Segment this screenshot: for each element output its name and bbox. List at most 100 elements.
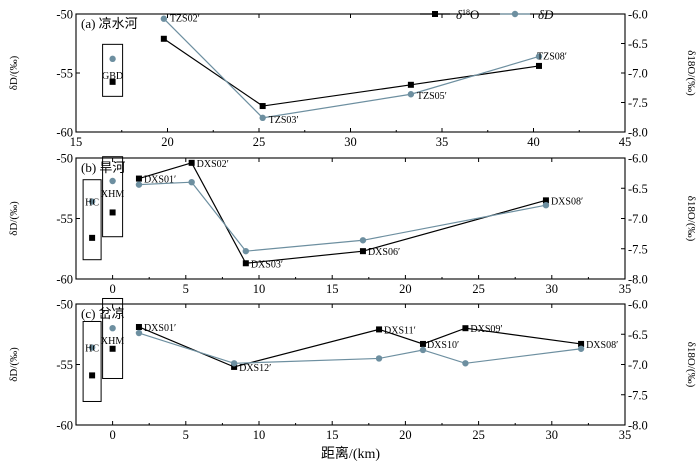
y-right-tick-label: -8.0 — [628, 419, 648, 433]
dd-point — [542, 201, 550, 209]
y-right-tick-label: -6.5 — [628, 328, 648, 342]
legend-o18-marker — [432, 11, 438, 17]
series-line-o18 — [163, 38, 540, 107]
y-right-axis-label: δ18O/(‰) — [685, 196, 697, 242]
x-tick-label: 35 — [619, 428, 632, 442]
dd-point — [407, 91, 415, 98]
isolated-o18-point — [89, 372, 96, 379]
point-label: DXS02′ — [197, 159, 229, 170]
y-left-axis-label: δD/(‰) — [8, 55, 20, 90]
y-left-tick-label: -50 — [56, 8, 73, 22]
x-tick-label: 10 — [253, 428, 266, 442]
o18-point — [376, 326, 383, 333]
series-line-dd — [163, 18, 540, 119]
y-left-tick-label: -60 — [56, 273, 73, 287]
o18-point — [259, 103, 266, 110]
isolated-dd-point — [109, 177, 116, 185]
x-tick-label: 30 — [546, 428, 559, 442]
chart-panel-1: 15 20 25 30 35 40 45 -60 -55 -50 -8.0 -7.5 -7.0 -6.5 -… — [8, 7, 697, 149]
y-left-tick-label: -60 — [56, 126, 73, 140]
y-left-tick-label: -50 — [56, 298, 73, 312]
x-tick-label: 35 — [619, 282, 632, 296]
point-label: TZS08′ — [537, 51, 567, 62]
series-line-dd — [138, 332, 582, 364]
isolated-o18-point — [109, 209, 116, 216]
y-left-axis-label: δD/(‰) — [8, 347, 20, 382]
x-tick-label: 40 — [527, 135, 540, 149]
o18-point — [578, 340, 585, 347]
isolated-sample-label: XHM — [101, 336, 124, 347]
x-tick-label: 25 — [253, 135, 266, 149]
point-label: DXS08′ — [551, 196, 583, 207]
legend-o18-label: δ18O — [456, 7, 479, 22]
point-label: DXS01′ — [144, 175, 176, 186]
x-tick-label: 20 — [399, 428, 412, 442]
y-left-tick-label: -55 — [56, 67, 73, 81]
x-tick-label: 5 — [183, 428, 189, 442]
y-left-axis-label: δD/(‰) — [8, 201, 20, 236]
x-tick-label: 25 — [472, 282, 485, 296]
point-label: TZS03′ — [269, 115, 299, 126]
x-tick-label: 20 — [161, 135, 174, 149]
y-right-tick-label: -8.0 — [628, 273, 648, 287]
y-left-tick-label: -60 — [56, 419, 73, 433]
panel-title: (b) 旱河 — [81, 160, 125, 175]
y-right-axis-label: δ18O/(‰) — [685, 50, 697, 96]
y-left-tick-label: -55 — [56, 358, 73, 372]
dd-point — [259, 114, 266, 122]
y-right-tick-label: -6.0 — [628, 298, 648, 312]
x-tick-label: 35 — [436, 135, 449, 149]
point-label: DXS08′ — [586, 340, 618, 351]
y-right-tick-label: -8.0 — [628, 126, 648, 140]
point-label: DXS10′ — [427, 340, 459, 351]
x-tick-label: 10 — [253, 282, 266, 296]
isolated-sample-box — [82, 320, 102, 402]
o18-point — [407, 81, 414, 88]
y-right-tick-label: -7.0 — [628, 212, 648, 226]
x-tick-label: 5 — [183, 282, 189, 296]
y-right-tick-label: -7.0 — [628, 358, 648, 372]
isolated-sample-box — [102, 297, 124, 379]
dd-point — [160, 15, 168, 22]
isolated-o18-point — [109, 78, 116, 85]
dd-point — [242, 247, 250, 255]
o18-point — [160, 35, 167, 42]
o18-point — [359, 248, 366, 255]
point-label: DXS03′ — [251, 259, 283, 270]
isolated-sample-box — [102, 156, 124, 238]
dd-point — [375, 355, 383, 362]
o18-point — [231, 363, 238, 370]
legend-dd-marker — [511, 10, 519, 18]
legend-dd-label: δD — [538, 7, 554, 22]
legend: δ18O δD — [420, 7, 554, 22]
y-left-tick-label: -50 — [56, 152, 73, 166]
dd-point — [135, 329, 143, 337]
dd-point — [577, 345, 585, 352]
y-right-tick-label: -6.0 — [628, 152, 648, 166]
x-tick-label: 15 — [326, 428, 339, 442]
y-right-tick-label: -6.0 — [628, 8, 648, 22]
point-label: TZS02′ — [170, 14, 200, 25]
isolated-sample-label: HC — [85, 344, 99, 355]
isolated-sample-label: HC — [85, 198, 99, 209]
x-tick-label: 20 — [399, 282, 412, 296]
isolated-o18-point — [89, 234, 96, 241]
o18-point — [462, 325, 469, 332]
y-left-tick-label: -55 — [56, 212, 73, 226]
dd-point — [230, 360, 238, 367]
o18-point — [535, 62, 542, 69]
x-tick-label: 15 — [326, 282, 339, 296]
y-right-axis-label: δ18O/(‰) — [685, 342, 697, 388]
point-label: DXS11′ — [384, 325, 416, 336]
dd-point — [462, 360, 469, 367]
isolated-o18-point — [109, 345, 116, 352]
point-label: DXS09′ — [470, 324, 502, 335]
o18-point — [135, 323, 142, 330]
y-right-tick-label: -7.0 — [628, 67, 648, 81]
isolated-sample-box — [82, 179, 102, 261]
plot-frame — [75, 13, 626, 133]
x-tick-label: 45 — [619, 135, 632, 149]
isolated-sample-label: GBD — [102, 71, 123, 82]
x-tick-label: 15 — [70, 135, 83, 149]
